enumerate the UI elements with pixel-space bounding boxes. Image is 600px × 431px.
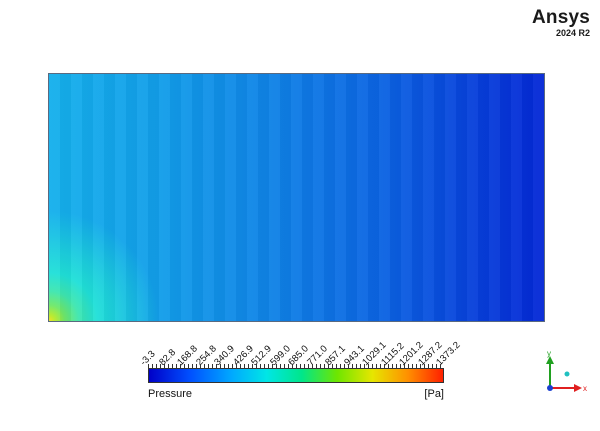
legend-colorbar bbox=[148, 368, 444, 383]
ansys-logo: Ansys 2024 R2 bbox=[532, 8, 590, 39]
origin-point-icon bbox=[547, 385, 553, 391]
legend-ticks bbox=[148, 364, 444, 369]
legend-unit: [Pa] bbox=[424, 388, 444, 400]
legend-variable-name: Pressure bbox=[148, 388, 193, 400]
brand-name: Ansys bbox=[531, 7, 590, 28]
color-legend: -3.3 82.8 168.8 254.8 340.9 426.9 512.9 599.0 68… bbox=[138, 330, 462, 405]
y-axis-label: y bbox=[547, 350, 551, 358]
brand-version: 2024 R2 bbox=[555, 28, 590, 38]
contour-plot-viewport[interactable] bbox=[48, 73, 545, 322]
x-axis-arrow-icon bbox=[574, 384, 582, 392]
x-axis-label: x bbox=[583, 384, 587, 393]
y-axis-arrow-icon bbox=[546, 356, 554, 364]
axis-triad[interactable]: y x bbox=[538, 350, 588, 400]
contour-bands bbox=[49, 74, 544, 321]
z-axis-point-icon bbox=[564, 371, 570, 377]
